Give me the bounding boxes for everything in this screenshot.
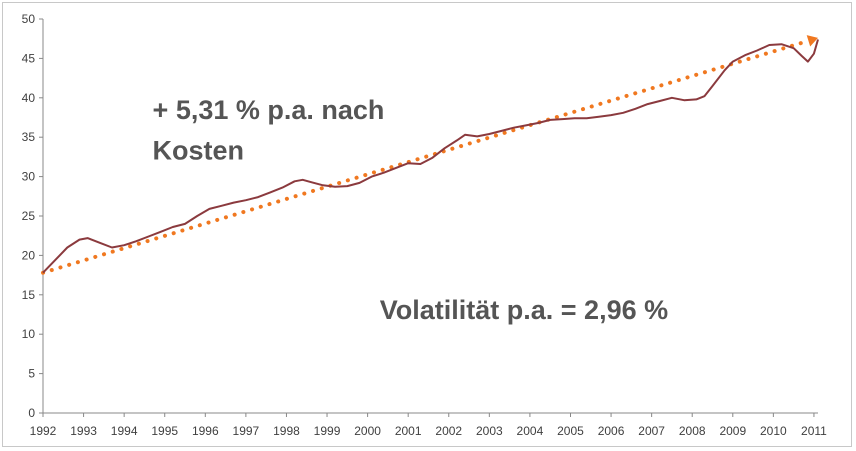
y-tick-label: 10 bbox=[22, 327, 36, 341]
y-tick-label: 0 bbox=[28, 406, 35, 420]
performance-line bbox=[42, 39, 819, 274]
x-tick-label: 2008 bbox=[679, 424, 706, 438]
y-tick-label: 20 bbox=[22, 248, 36, 262]
y-tick-label: 25 bbox=[22, 209, 36, 223]
series-group bbox=[41, 35, 819, 275]
annotation-text: Kosten bbox=[153, 135, 245, 165]
x-tick-label: 2009 bbox=[719, 424, 746, 438]
x-tick-label: 2003 bbox=[476, 424, 503, 438]
x-tick-label: 2007 bbox=[638, 424, 665, 438]
y-tick-label: 5 bbox=[28, 367, 35, 381]
x-tick-label: 2010 bbox=[760, 424, 787, 438]
x-tick-label: 1992 bbox=[30, 424, 57, 438]
x-tick-labels: 1992 1993 1994 1995 1996 1997 1998 1999 2000 2001… bbox=[30, 424, 828, 438]
trend-arrowhead bbox=[806, 35, 818, 47]
x-tick-label: 2006 bbox=[598, 424, 625, 438]
annotation-text: Volatilität p.a. = 2,96 % bbox=[380, 295, 668, 325]
x-tick-label: 2005 bbox=[557, 424, 584, 438]
x-tick-label: 2000 bbox=[354, 424, 381, 438]
y-tick-label: 50 bbox=[22, 12, 36, 26]
x-tick-label: 2002 bbox=[435, 424, 462, 438]
x-tick-label: 1998 bbox=[273, 424, 300, 438]
x-tick-label: 1997 bbox=[233, 424, 260, 438]
x-tick-label: 1993 bbox=[70, 424, 97, 438]
trend-line bbox=[41, 38, 811, 275]
x-tick-label: 2011 bbox=[801, 424, 827, 438]
x-tick-label: 1996 bbox=[192, 424, 219, 438]
y-tick-label: 40 bbox=[22, 91, 36, 105]
annotation-text: + 5,31 % p.a. nach bbox=[153, 95, 385, 125]
x-tick-label: 1999 bbox=[314, 424, 341, 438]
y-tick-label: 15 bbox=[22, 288, 36, 302]
annotations: + 5,31 % p.a. nach Kosten Volatilität p.a.… bbox=[153, 95, 669, 325]
x-tick-label: 1995 bbox=[151, 424, 178, 438]
y-tick-labels: 0 5 10 15 20 25 30 35 40 45 50 bbox=[22, 12, 36, 420]
chart-frame bbox=[2, 2, 852, 447]
y-tick-label: 35 bbox=[22, 130, 36, 144]
y-tick-label: 45 bbox=[22, 51, 36, 65]
x-tick-label: 2004 bbox=[517, 424, 544, 438]
x-tick-label: 2001 bbox=[395, 424, 422, 438]
axes bbox=[39, 18, 818, 417]
x-tick-label: 1994 bbox=[111, 424, 138, 438]
y-tick-label: 30 bbox=[22, 170, 36, 184]
